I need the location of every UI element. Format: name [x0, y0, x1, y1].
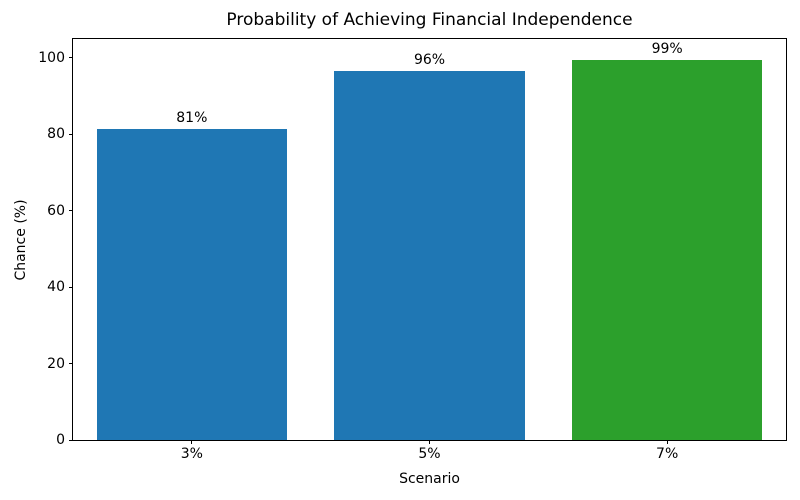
y-tick-label: 0 — [56, 432, 65, 448]
y-tick-mark — [69, 210, 73, 212]
y-tick-mark — [69, 57, 73, 59]
plot-area: 0 20 40 60 80 100 81% 3% 96% 5% 99% 7% — [38, 38, 787, 461]
chart-title: Probability of Achieving Financial Indep… — [226, 10, 633, 30]
y-tick-mark — [69, 439, 73, 441]
bar-value-label: 99% — [651, 40, 683, 57]
y-tick-label: 80 — [47, 126, 65, 143]
y-tick-mark — [69, 286, 73, 288]
x-tick-mark — [666, 440, 668, 444]
x-tick-mark — [429, 440, 430, 444]
y-axis-label: Chance (%) — [13, 199, 29, 281]
bar-5pct — [334, 70, 525, 440]
x-tick-label: 5% — [418, 446, 441, 462]
x-tick-label: 7% — [656, 446, 679, 462]
bar-7pct — [572, 59, 763, 440]
x-axis-label: Scenario — [399, 471, 460, 487]
y-tick-mark — [69, 133, 73, 135]
x-tick-mark — [191, 440, 193, 444]
y-tick-mark — [69, 363, 73, 365]
y-tick-label: 20 — [47, 355, 65, 372]
y-tick-label: 60 — [47, 202, 65, 219]
bar-value-label: 81% — [176, 110, 208, 127]
y-tick-label: 100 — [38, 49, 65, 66]
x-tick-label: 3% — [180, 446, 203, 462]
y-tick-label: 40 — [47, 279, 65, 296]
bar-value-label: 96% — [413, 51, 446, 68]
bar-3pct — [96, 129, 287, 440]
